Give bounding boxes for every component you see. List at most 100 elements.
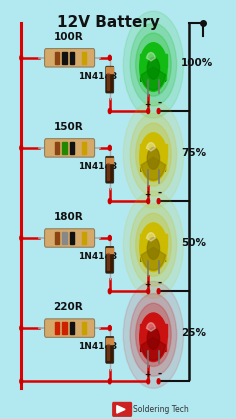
FancyBboxPatch shape [112,402,132,417]
Bar [107,253,109,270]
Text: 1N4148: 1N4148 [78,342,117,351]
Circle shape [108,379,111,384]
Polygon shape [117,406,125,413]
Bar [140,144,167,157]
Circle shape [147,199,150,204]
Wedge shape [141,247,166,270]
FancyBboxPatch shape [45,319,95,337]
Bar [55,322,59,334]
Text: +: + [144,370,150,379]
Circle shape [147,147,160,169]
Bar [70,52,74,64]
Bar [55,52,59,64]
Circle shape [140,313,167,362]
Text: Soldering Tech: Soldering Tech [133,405,188,414]
Bar [140,234,167,247]
Wedge shape [141,337,166,360]
Text: -: - [158,98,162,108]
Circle shape [147,379,150,384]
Bar [140,247,166,261]
Circle shape [108,109,111,114]
Bar [70,322,74,334]
Text: 1N4148: 1N4148 [78,252,117,261]
Text: 50%: 50% [181,238,206,248]
FancyBboxPatch shape [140,347,166,352]
FancyBboxPatch shape [140,167,166,172]
Bar [140,67,166,80]
Text: 220R: 220R [54,302,83,312]
Text: -: - [158,368,162,378]
Circle shape [108,199,111,204]
Circle shape [123,101,184,208]
Bar [62,232,67,244]
Bar [82,322,86,334]
Bar [55,142,59,154]
Circle shape [123,191,184,298]
Circle shape [108,289,111,294]
Bar [106,158,113,163]
Circle shape [140,43,167,91]
Circle shape [147,328,160,349]
Circle shape [136,33,171,96]
Bar [106,67,113,73]
FancyBboxPatch shape [140,257,166,262]
Bar [106,338,113,344]
Circle shape [157,379,160,384]
Circle shape [147,238,160,259]
FancyBboxPatch shape [106,156,114,183]
Circle shape [147,289,150,294]
Wedge shape [141,157,166,180]
Circle shape [20,326,23,331]
Bar [70,142,74,154]
Text: -: - [158,188,162,198]
Text: 150R: 150R [54,122,83,132]
Wedge shape [146,52,156,61]
Circle shape [108,326,111,331]
Circle shape [147,57,160,79]
Circle shape [20,55,23,60]
Bar [62,322,67,334]
Text: +: + [144,100,150,109]
Circle shape [108,235,111,241]
Circle shape [157,289,160,294]
Bar [140,54,167,67]
Circle shape [140,133,167,181]
Bar [62,142,67,154]
Text: 180R: 180R [54,212,83,222]
Bar [82,232,86,244]
Text: 100%: 100% [181,58,214,68]
Circle shape [20,145,23,150]
Circle shape [130,294,177,376]
Circle shape [130,23,177,106]
Circle shape [20,379,23,384]
Circle shape [123,282,184,388]
Circle shape [136,213,171,277]
Circle shape [130,204,177,286]
Text: +: + [144,280,150,289]
Text: 100R: 100R [54,32,83,42]
FancyBboxPatch shape [106,246,114,273]
Bar [140,337,166,351]
Bar [107,163,109,180]
Wedge shape [146,142,156,151]
FancyBboxPatch shape [106,336,114,363]
Wedge shape [146,323,156,331]
Bar [70,232,74,244]
Bar [106,248,113,253]
Circle shape [136,303,171,367]
Circle shape [130,114,177,196]
Circle shape [108,145,111,150]
Text: -: - [158,278,162,288]
Text: +: + [144,190,150,199]
Bar [140,324,167,337]
Wedge shape [141,67,166,90]
Circle shape [20,235,23,241]
Circle shape [140,223,167,272]
Bar [107,344,109,360]
Circle shape [108,55,111,60]
Circle shape [123,11,184,118]
Text: 25%: 25% [181,328,206,338]
FancyBboxPatch shape [106,66,114,93]
Bar [107,73,109,90]
Text: 1N4148: 1N4148 [78,162,117,171]
